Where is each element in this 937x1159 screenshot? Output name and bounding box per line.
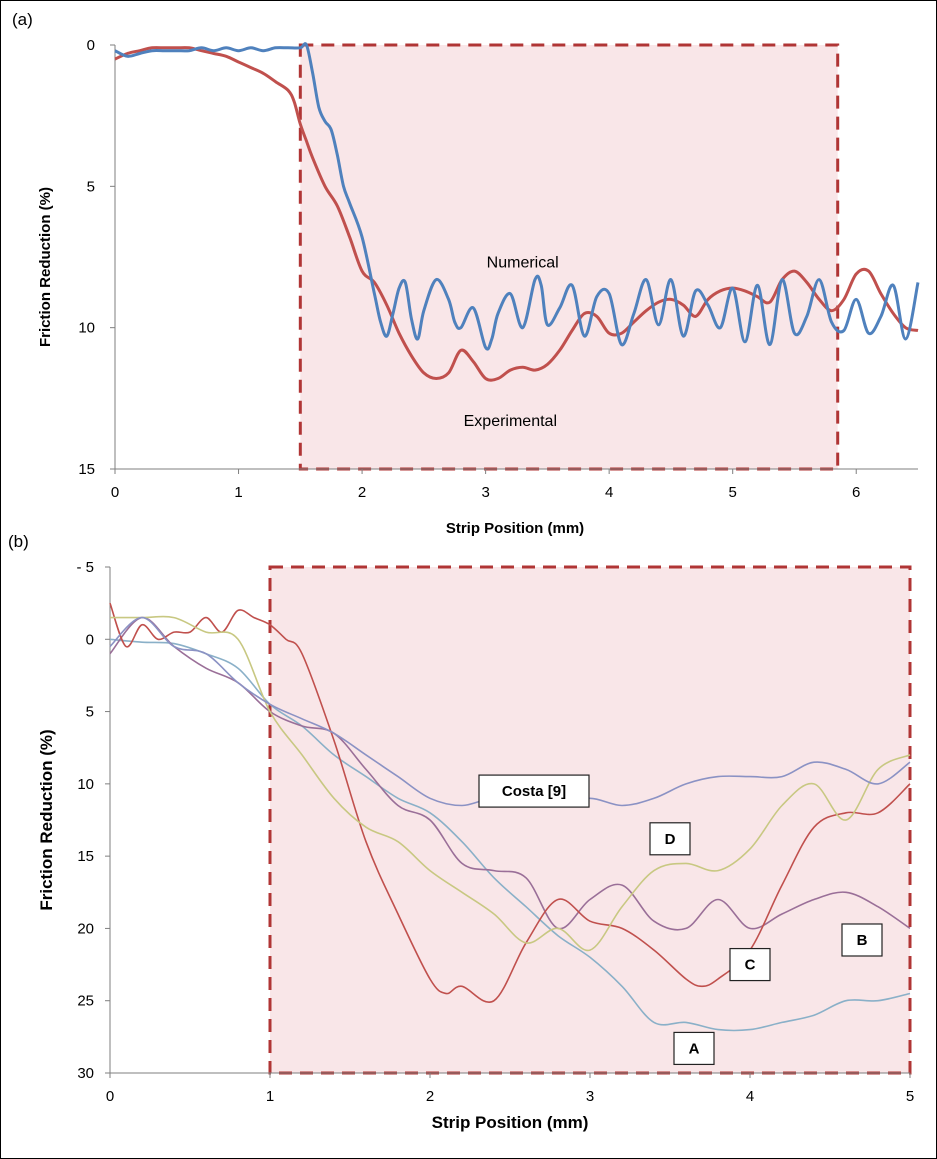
x-tick-label: 5	[729, 484, 737, 501]
annotation-label: D	[665, 831, 676, 848]
panel-b-axes	[109, 567, 910, 1074]
annotation-box	[649, 822, 691, 856]
x-tick-label: 1	[266, 1088, 274, 1105]
x-tick-label: 3	[586, 1088, 594, 1105]
x-tick-label: 4	[746, 1088, 754, 1105]
series-numerical-line	[114, 42, 920, 351]
panel-b-highlight-region	[268, 565, 912, 1075]
y-tick-label: 30	[77, 1065, 94, 1082]
panel-b-label: (b)	[8, 532, 29, 551]
panel-b-y-ticks: - 5 0 5 10 15 20 25 30	[76, 559, 110, 1082]
panel-a-y-axis-title: Friction Reduction (%)	[37, 187, 54, 347]
panel-a-series	[114, 42, 920, 382]
panel-b-x-ticks: 0 1 2 3 4 5	[106, 1073, 914, 1105]
x-tick-label: 1	[234, 484, 242, 501]
panel-b-annotations: Costa [9] D B C A	[478, 774, 883, 1066]
x-tick-label: 4	[605, 484, 613, 501]
annotation-box	[673, 1031, 715, 1066]
y-tick-label: 15	[77, 848, 94, 865]
annotation-label: Experimental	[464, 413, 557, 430]
x-tick-label: 6	[852, 484, 860, 501]
panel-a-label: (a)	[12, 10, 33, 29]
panel-a-y-ticks: 0 5 10 15	[78, 37, 115, 478]
annotation-label: C	[745, 957, 756, 974]
panel-a-chart: (a) 0 5 10 15 0 1 2 3 4 5 6 Numerical Experimental…	[12, 10, 920, 537]
panel-a-x-axis-title: Strip Position (mm)	[446, 520, 584, 537]
panel-b-series	[109, 602, 911, 1032]
annotation-box	[478, 774, 590, 808]
panel-b-chart: (b) - 5 0 5 10 15 20 25 30 0 1 2 3 4 5 Costa [9] D B C A…	[8, 532, 914, 1132]
panel-a-annotations: Numerical Experimental	[464, 255, 559, 430]
y-tick-label: 0	[86, 631, 94, 648]
annotation-box	[729, 947, 771, 982]
y-tick-label: 5	[86, 704, 94, 721]
y-tick-label: 20	[77, 920, 94, 937]
annotation-box	[841, 923, 883, 957]
panel-a-axes	[114, 45, 918, 470]
y-tick-label: 10	[78, 320, 95, 337]
panel-a-highlight-region	[298, 43, 840, 471]
series-d-line	[110, 615, 911, 952]
y-tick-label: 15	[78, 461, 95, 478]
x-tick-label: 0	[111, 484, 119, 501]
y-tick-label: - 5	[76, 559, 94, 576]
x-tick-label: 2	[358, 484, 366, 501]
panel-b-y-axis-title: Friction Reduction (%)	[37, 729, 56, 910]
annotation-label: Numerical	[487, 255, 559, 272]
x-tick-label: 0	[106, 1088, 114, 1105]
y-tick-label: 5	[87, 178, 95, 195]
x-tick-label: 2	[426, 1088, 434, 1105]
y-tick-label: 25	[77, 993, 94, 1010]
panel-b-x-axis-title: Strip Position (mm)	[432, 1113, 589, 1132]
x-tick-label: 5	[906, 1088, 914, 1105]
y-tick-label: 0	[87, 37, 95, 54]
x-tick-label: 3	[481, 484, 489, 501]
annotation-label: A	[689, 1040, 700, 1057]
series-a-line	[109, 638, 911, 1032]
y-tick-label: 10	[77, 776, 94, 793]
annotation-label: B	[857, 932, 868, 949]
panel-a-x-ticks: 0 1 2 3 4 5 6	[111, 469, 860, 501]
annotation-label: Costa [9]	[502, 783, 566, 800]
